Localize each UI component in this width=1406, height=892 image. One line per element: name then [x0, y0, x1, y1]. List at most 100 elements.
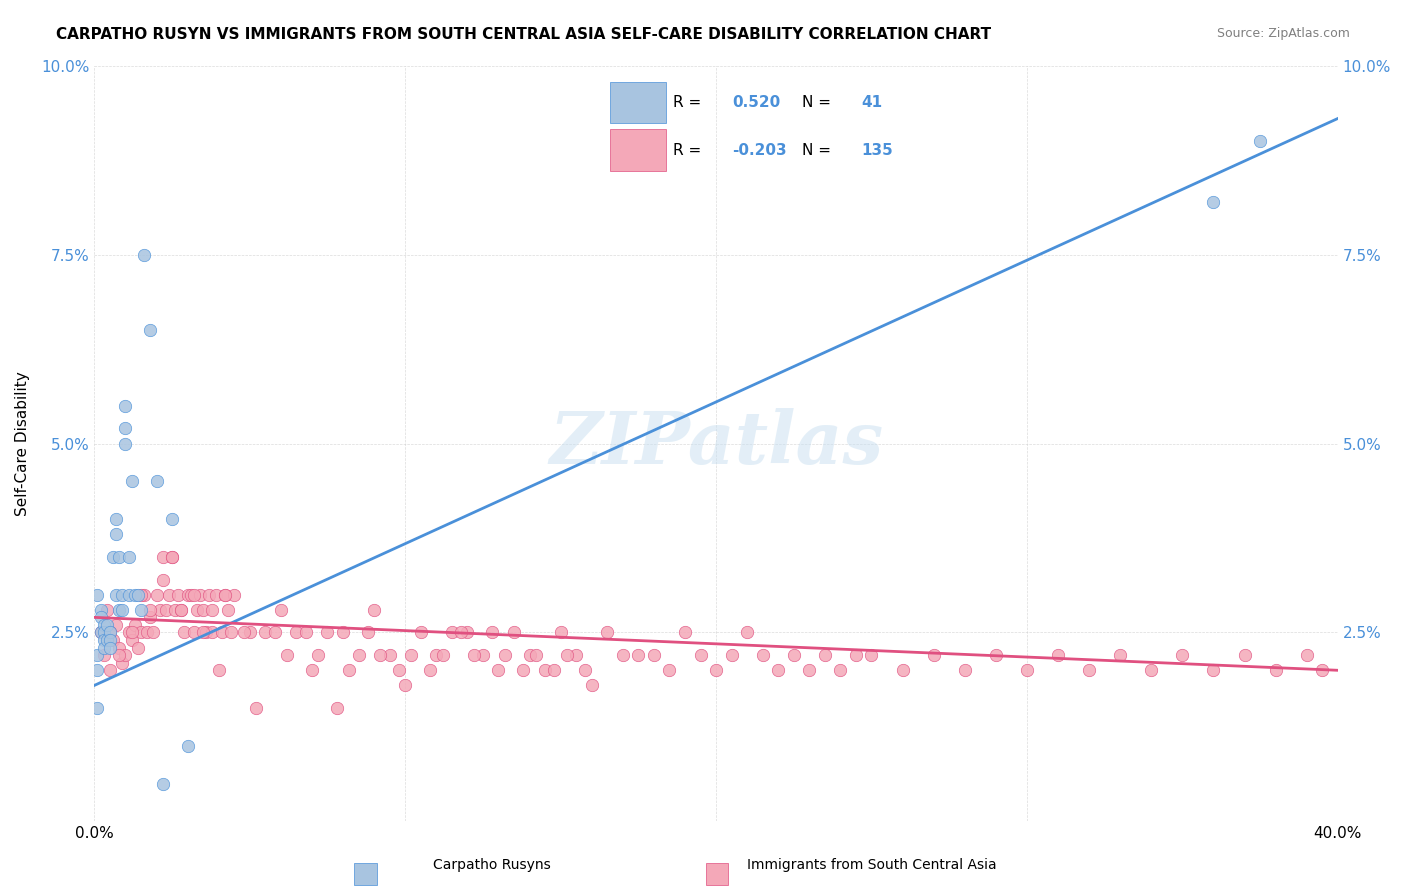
Point	[111, 656, 134, 670]
Point	[136, 625, 159, 640]
Point	[1015, 663, 1038, 677]
Point	[170, 603, 193, 617]
Point	[984, 648, 1007, 662]
Point	[132, 247, 155, 261]
Point	[191, 603, 214, 617]
Text: Carpatho Rusyns: Carpatho Rusyns	[433, 858, 551, 872]
Point	[160, 549, 183, 564]
Point	[922, 648, 945, 662]
Point	[105, 588, 128, 602]
Point	[96, 603, 118, 617]
Point	[114, 436, 136, 450]
Point	[96, 633, 118, 648]
Point	[86, 648, 108, 662]
Point	[783, 648, 806, 662]
Point	[117, 549, 139, 564]
Point	[98, 625, 121, 640]
Point	[124, 588, 146, 602]
Point	[183, 588, 205, 602]
Point	[149, 603, 172, 617]
Point	[152, 573, 174, 587]
Point	[503, 625, 526, 640]
Point	[129, 625, 152, 640]
Point	[440, 625, 463, 640]
Point	[326, 701, 349, 715]
Point	[799, 663, 821, 677]
Point	[891, 663, 914, 677]
Point	[239, 625, 262, 640]
Point	[176, 588, 198, 602]
Point	[127, 640, 149, 655]
Point	[214, 588, 236, 602]
Point	[285, 625, 308, 640]
Point	[93, 618, 115, 632]
Point	[101, 549, 124, 564]
Point	[550, 625, 572, 640]
Point	[198, 588, 221, 602]
Point	[301, 663, 323, 677]
Point	[658, 663, 681, 677]
Point	[139, 610, 162, 624]
Point	[108, 603, 131, 617]
Bar	[706, 863, 728, 885]
Point	[145, 475, 167, 489]
Point	[1078, 663, 1101, 677]
Point	[1249, 134, 1271, 148]
Point	[488, 663, 510, 677]
Point	[245, 701, 267, 715]
Point	[751, 648, 773, 662]
Point	[152, 549, 174, 564]
Point	[214, 588, 236, 602]
Point	[845, 648, 868, 662]
Text: ZIPatlas: ZIPatlas	[548, 408, 883, 479]
Point	[814, 648, 837, 662]
Point	[111, 588, 134, 602]
Point	[191, 625, 214, 640]
Point	[860, 648, 883, 662]
Point	[204, 588, 226, 602]
Point	[953, 663, 976, 677]
Point	[96, 618, 118, 632]
Point	[152, 777, 174, 791]
Point	[121, 633, 143, 648]
Point	[124, 618, 146, 632]
Point	[93, 633, 115, 648]
Point	[145, 588, 167, 602]
Point	[167, 588, 190, 602]
Point	[165, 603, 187, 617]
Point	[108, 549, 131, 564]
Y-axis label: Self-Care Disability: Self-Care Disability	[15, 371, 30, 516]
Point	[689, 648, 711, 662]
Point	[357, 625, 380, 640]
Point	[98, 625, 121, 640]
Point	[1233, 648, 1256, 662]
Point	[160, 512, 183, 526]
Point	[565, 648, 588, 662]
Point	[114, 648, 136, 662]
Point	[121, 625, 143, 640]
Text: CARPATHO RUSYN VS IMMIGRANTS FROM SOUTH CENTRAL ASIA SELF-CARE DISABILITY CORREL: CARPATHO RUSYN VS IMMIGRANTS FROM SOUTH …	[56, 27, 991, 42]
Point	[173, 625, 195, 640]
Point	[155, 603, 177, 617]
Point	[93, 625, 115, 640]
Point	[1109, 648, 1132, 662]
Point	[450, 625, 472, 640]
Point	[211, 625, 233, 640]
Point	[170, 603, 193, 617]
Point	[471, 648, 494, 662]
Point	[219, 625, 242, 640]
Point	[180, 588, 202, 602]
Point	[534, 663, 557, 677]
Point	[127, 588, 149, 602]
Point	[98, 640, 121, 655]
Point	[401, 648, 423, 662]
Point	[768, 663, 790, 677]
Point	[704, 663, 727, 677]
Point	[90, 610, 112, 624]
Point	[456, 625, 478, 640]
Point	[201, 625, 224, 640]
Point	[129, 603, 152, 617]
Point	[114, 399, 136, 413]
Point	[735, 625, 758, 640]
Point	[524, 648, 547, 662]
